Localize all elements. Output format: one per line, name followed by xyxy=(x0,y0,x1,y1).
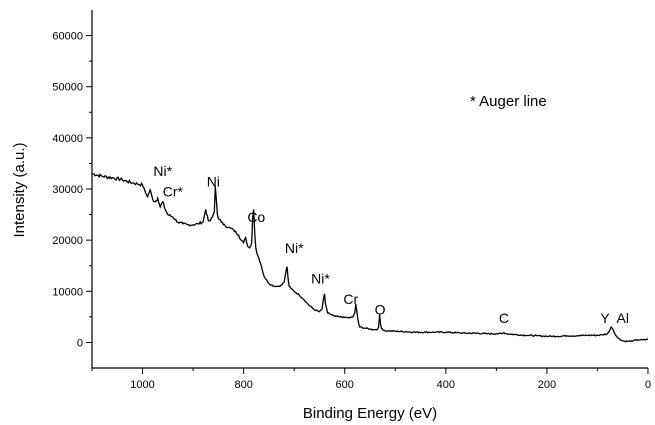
ticks: 1000 800 600 400 200 001000020000300004000050… xyxy=(52,31,651,391)
x-tick-label: 200 xyxy=(538,379,556,391)
y-tick-label: 20000 xyxy=(52,235,83,247)
y-tick-label: 0 xyxy=(77,337,83,349)
plot-area xyxy=(91,173,649,343)
peak-label: Ni xyxy=(207,173,220,189)
peak-label: Al xyxy=(617,310,629,326)
peak-label: Y xyxy=(600,310,610,326)
spectrum-line xyxy=(91,173,649,343)
x-tick-label: 1000 xyxy=(130,379,154,391)
y-tick-label: 50000 xyxy=(52,82,83,94)
x-axis-title: Binding Energy (eV) xyxy=(303,405,437,422)
peak-label: Ni* xyxy=(285,240,304,256)
y-tick-label: 40000 xyxy=(52,133,83,145)
x-tick-label: 800 xyxy=(234,379,252,391)
peak-label: Cr* xyxy=(163,184,184,200)
y-tick-label: 60000 xyxy=(52,31,83,43)
y-tick-label: 10000 xyxy=(52,286,83,298)
y-tick-label: 30000 xyxy=(52,184,83,196)
peak-label: Ni* xyxy=(153,163,172,179)
peak-label: Ni* xyxy=(311,271,330,287)
peak-label: Cr xyxy=(343,291,358,307)
x-tick-label: 600 xyxy=(336,379,354,391)
peak-labels: Ni* Cr* Ni Co Ni* Ni* Cr O C Y Al xyxy=(153,163,629,326)
x-tick-label: 400 xyxy=(437,379,455,391)
peak-label: O xyxy=(375,301,386,317)
auger-line-note: * Auger line xyxy=(470,93,547,110)
peak-label: Co xyxy=(247,209,265,225)
peak-label: C xyxy=(499,310,509,326)
x-tick-label: 0 xyxy=(645,379,651,391)
y-axis-title: Intensity (a.u.) xyxy=(11,142,28,237)
